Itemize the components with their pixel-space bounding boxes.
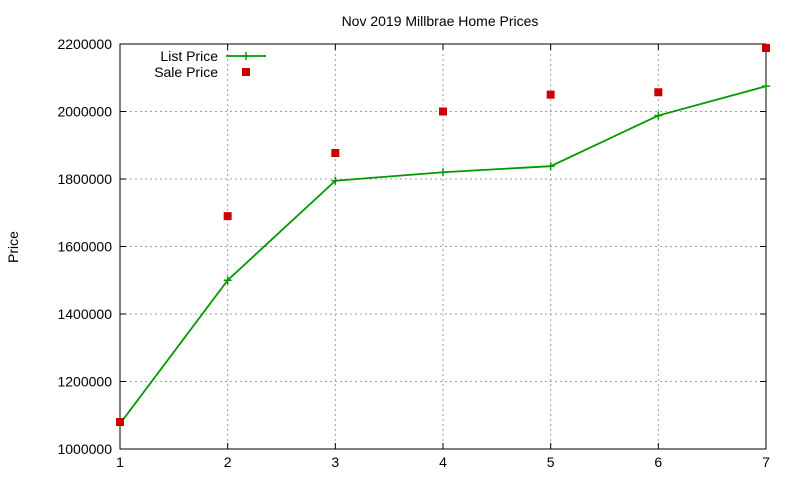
y-axis-label: Price (5, 231, 21, 263)
y-tick-label: 1600000 (57, 239, 112, 255)
sale-price-point (116, 418, 124, 426)
sale-price-point (223, 212, 232, 221)
legend-list-price-marker (242, 52, 250, 60)
grid (120, 44, 766, 449)
list-price-point (762, 82, 770, 91)
sale-price-point (546, 90, 555, 99)
y-tick-label: 1400000 (57, 306, 112, 322)
x-tick-label: 2 (224, 454, 232, 470)
y-tick-label: 1800000 (57, 171, 112, 187)
legend-label: Sale Price (154, 64, 218, 80)
list-price-point (654, 111, 663, 120)
sale-price-point (331, 149, 340, 158)
x-tick-label: 1 (116, 454, 124, 470)
list-price-point (331, 176, 340, 185)
x-tick-label: 6 (654, 454, 662, 470)
axes: 1000000 1200000 1400000 1600000 1800000 20000… (57, 36, 770, 470)
list-price-point (546, 162, 555, 171)
list-price-point (223, 276, 232, 285)
y-tick-label: 1000000 (57, 441, 112, 457)
x-tick-label: 5 (547, 454, 555, 470)
y-tick-label: 2000000 (57, 104, 112, 120)
x-tick-label: 7 (762, 454, 770, 470)
plot-series (116, 44, 770, 428)
y-tick-label: 1200000 (57, 374, 112, 390)
sale-price-point (439, 107, 447, 116)
sale-price-point (762, 44, 770, 53)
chart-title: Nov 2019 Millbrae Home Prices (342, 13, 539, 29)
sale-price-point (654, 88, 663, 97)
legend-label: List Price (160, 48, 218, 64)
x-tick-label: 4 (439, 454, 447, 470)
list-price-point (439, 168, 447, 177)
legend-sale-price-marker (242, 68, 250, 76)
x-tick-label: 3 (331, 454, 339, 470)
y-tick-label: 2200000 (57, 36, 112, 52)
